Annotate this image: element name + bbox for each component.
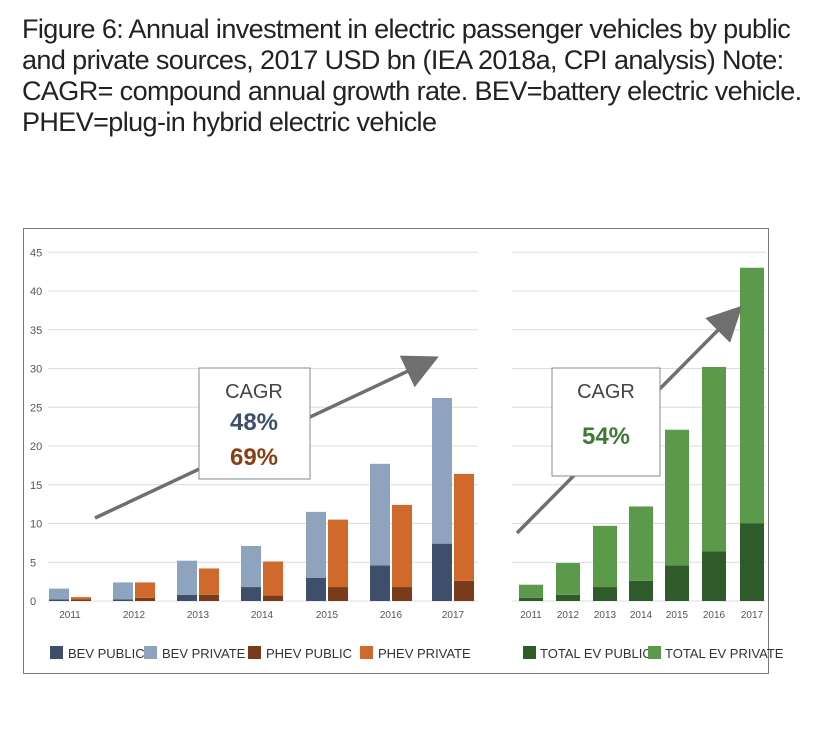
bar-phev-private <box>199 568 219 595</box>
legend-swatch-bev-private <box>144 646 157 659</box>
left-cagr-value-2: 69% <box>230 444 278 471</box>
left-bars <box>49 397 474 601</box>
bar-phev-public <box>199 594 219 601</box>
legend-label-bev-private: BEV PRIVATE <box>162 646 246 661</box>
bar-bev-private <box>113 582 133 600</box>
bar-phev-public <box>454 580 474 601</box>
right-cagr-value: 54% <box>582 423 630 450</box>
legend-label-phev-public: PHEV PUBLIC <box>266 646 352 661</box>
bar-total-public <box>593 587 617 601</box>
bar-phev-public <box>392 587 412 601</box>
bar-total-private <box>665 429 689 566</box>
x-tick-label: 2016 <box>703 610 726 621</box>
y-tick-label: 5 <box>30 557 36 569</box>
x-tick-label: 2012 <box>557 610 580 621</box>
bar-total-public <box>702 551 726 601</box>
bar-bev-private <box>177 560 197 595</box>
y-tick-label: 45 <box>30 247 42 259</box>
y-tick-label: 15 <box>30 480 42 492</box>
right-bars <box>519 267 764 601</box>
bar-total-private <box>740 267 764 524</box>
left-x-axis-ticks: 2011 2012 2013 2014 2015 2016 2017 <box>59 610 464 621</box>
bar-bev-public <box>241 587 261 601</box>
y-tick-label: 10 <box>30 519 42 531</box>
bar-phev-public <box>328 587 348 601</box>
bar-bev-public <box>306 577 326 601</box>
x-tick-label: 2016 <box>380 610 403 621</box>
y-tick-label: 25 <box>30 402 42 414</box>
bar-bev-public <box>370 565 390 601</box>
y-tick-label: 40 <box>30 286 42 298</box>
legend-swatch-phev-private <box>360 646 373 659</box>
x-tick-label: 2014 <box>251 610 274 621</box>
x-tick-label: 2011 <box>520 610 542 621</box>
x-tick-label: 2017 <box>442 610 465 621</box>
x-tick-label: 2013 <box>187 610 210 621</box>
bar-bev-private <box>306 511 326 578</box>
bar-bev-private <box>49 588 69 600</box>
bar-phev-private <box>454 473 474 581</box>
bar-bev-public <box>177 594 197 601</box>
bar-total-private <box>519 584 543 598</box>
bar-bev-private <box>241 545 261 588</box>
bar-phev-private <box>328 519 348 588</box>
legend-swatch-total-public <box>523 646 536 659</box>
x-tick-label: 2011 <box>59 610 81 621</box>
x-tick-label: 2017 <box>741 610 764 621</box>
legend-swatch-total-private <box>648 646 661 659</box>
bar-total-private <box>593 525 617 588</box>
chart-frame <box>23 228 769 674</box>
legend-label-total-public: TOTAL EV PUBLIC <box>540 646 652 661</box>
bar-phev-public <box>71 599 91 601</box>
bar-bev-public <box>49 599 69 601</box>
y-tick-label: 30 <box>30 364 42 376</box>
legend-label-bev-public: BEV PUBLIC <box>68 646 145 661</box>
bar-total-public <box>740 523 764 601</box>
bar-total-private <box>556 563 580 595</box>
legend-swatch-bev-public <box>50 646 63 659</box>
bar-total-public <box>629 580 653 601</box>
x-tick-label: 2015 <box>666 610 689 621</box>
bar-phev-private <box>392 504 412 588</box>
y-tick-label: 0 <box>30 596 36 608</box>
y-axis-ticks: 0 5 10 15 20 25 30 35 40 45 <box>30 247 42 608</box>
legend-label-phev-private: PHEV PRIVATE <box>378 646 471 661</box>
legend: BEV PUBLIC BEV PRIVATE PHEV PUBLIC PHEV … <box>50 646 784 661</box>
x-tick-label: 2013 <box>594 610 617 621</box>
bar-total-public <box>665 565 689 601</box>
left-cagr-title: CAGR <box>225 381 283 403</box>
y-tick-label: 35 <box>30 325 42 337</box>
bar-bev-public <box>432 543 452 601</box>
legend-label-total-private: TOTAL EV PRIVATE <box>665 646 784 661</box>
bar-bev-private <box>432 397 452 544</box>
legend-swatch-phev-public <box>248 646 261 659</box>
x-tick-label: 2012 <box>123 610 146 621</box>
right-cagr-title: CAGR <box>577 381 635 403</box>
bar-bev-private <box>370 463 390 566</box>
right-x-axis-ticks: 2011 2012 2013 2014 2015 2016 2017 <box>520 610 763 621</box>
bar-total-private <box>629 506 653 581</box>
bar-phev-private <box>71 597 91 600</box>
bar-total-private <box>702 366 726 552</box>
x-tick-label: 2014 <box>630 610 653 621</box>
bar-total-public <box>556 594 580 601</box>
left-cagr-value-1: 48% <box>230 409 278 436</box>
bar-total-public <box>519 597 543 601</box>
bar-phev-public <box>135 597 155 601</box>
bar-phev-public <box>263 595 283 601</box>
y-tick-label: 20 <box>30 441 42 453</box>
bar-phev-private <box>135 582 155 598</box>
bar-bev-public <box>113 599 133 601</box>
left-cagr-box: CAGR 48% 69% <box>198 367 311 480</box>
x-tick-label: 2015 <box>316 610 339 621</box>
right-cagr-box: CAGR 54% <box>551 367 661 477</box>
figure-caption: Figure 6: Annual investment in electric … <box>22 14 802 137</box>
bar-phev-private <box>263 561 283 596</box>
